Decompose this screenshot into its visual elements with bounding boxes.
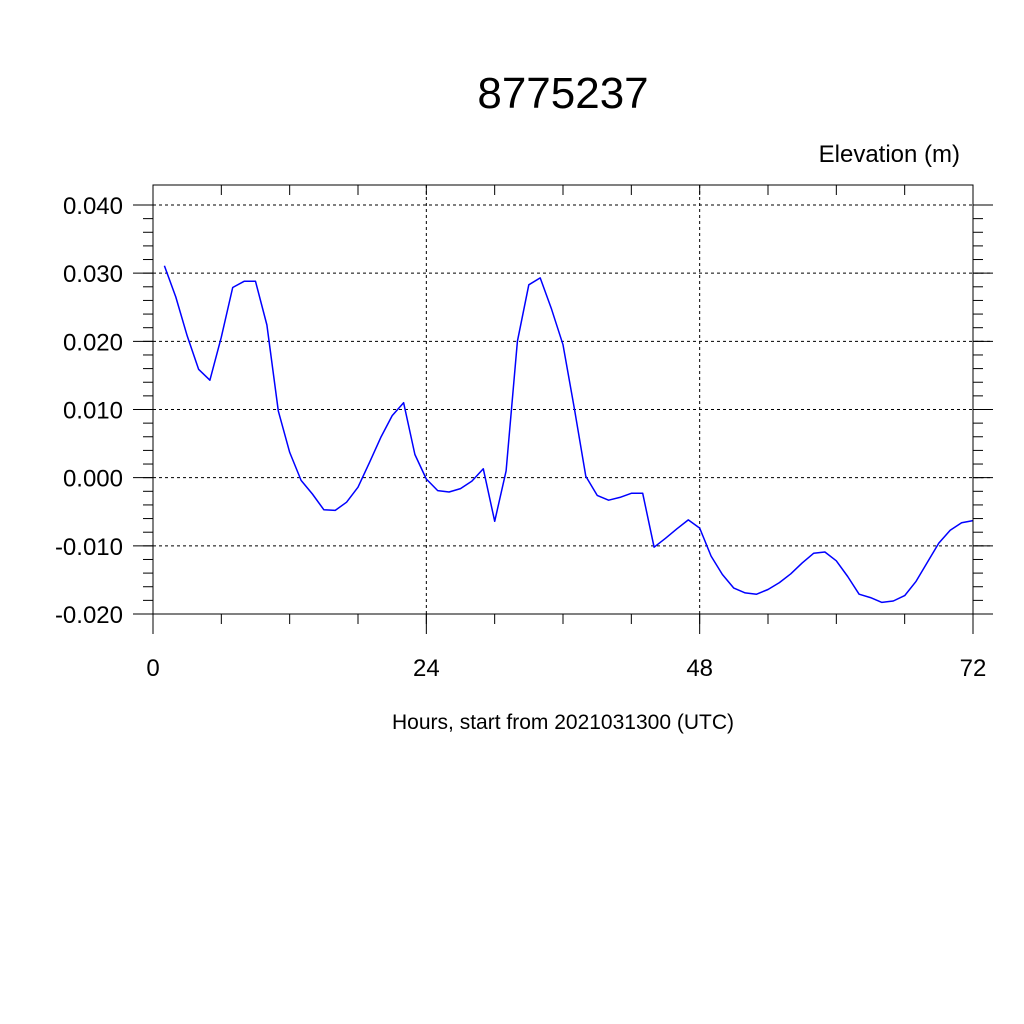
- series: [163, 265, 974, 604]
- y-tick-label: 0.040: [63, 193, 123, 220]
- chart-title: 8775237: [477, 69, 648, 118]
- x-axis-label: Hours, start from 2021031300 (UTC): [392, 711, 734, 734]
- grid: [153, 185, 993, 615]
- y-tick-label: 0.020: [63, 329, 123, 356]
- y-tick-label: -0.020: [55, 602, 123, 629]
- axis-ticks: [133, 185, 993, 634]
- x-tick-label: 48: [686, 655, 713, 682]
- y-tick-label: -0.010: [55, 534, 123, 561]
- y-tick-label: 0.010: [63, 398, 123, 425]
- y-tick-label: 0.030: [63, 261, 123, 288]
- y-axis-label: Elevation (m): [819, 141, 960, 168]
- y-tick-label: 0.000: [63, 466, 123, 493]
- series-line: [163, 265, 974, 604]
- tick-labels: -0.020 -0.010 0.000 0.010 0.020 0.030 0.040 0 24…: [55, 193, 986, 682]
- x-tick-label: 0: [146, 655, 159, 682]
- x-tick-label: 24: [413, 655, 440, 682]
- plot-frame: [152, 184, 974, 615]
- x-tick-label: 72: [960, 655, 987, 682]
